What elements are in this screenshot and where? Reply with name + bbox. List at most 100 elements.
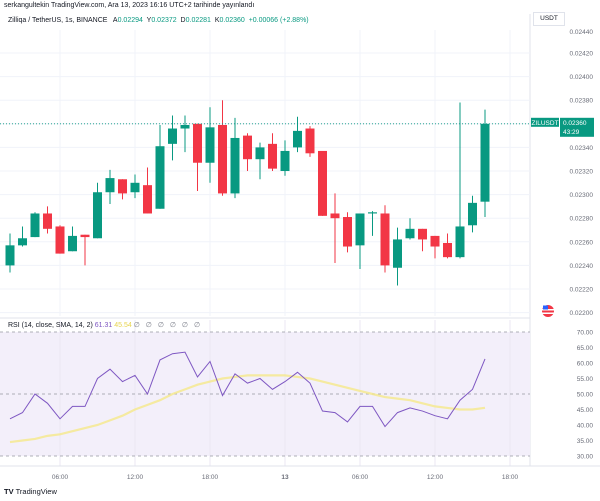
rsi-tick-label: 50.00 xyxy=(577,392,594,399)
flag-canton xyxy=(543,305,548,310)
candle xyxy=(180,115,190,153)
candle xyxy=(268,133,277,171)
candle xyxy=(5,233,15,273)
candle-body xyxy=(355,213,365,246)
candle xyxy=(55,225,65,254)
candle-body xyxy=(205,127,215,163)
candle-body xyxy=(230,137,240,194)
candle-body xyxy=(118,179,127,194)
currency-unit-button[interactable]: USDT xyxy=(533,12,565,26)
rsi-sma-value: 45.54 xyxy=(114,322,132,329)
candle xyxy=(368,211,377,236)
candle-body xyxy=(343,217,352,247)
candle-body xyxy=(5,245,15,266)
candle xyxy=(193,123,202,192)
price-tick-label: 0.02340 xyxy=(570,145,594,152)
rsi-title[interactable]: RSI (14, close, SMA, 14, 2) xyxy=(8,322,93,329)
candle-body xyxy=(68,235,77,252)
candle xyxy=(318,150,327,216)
candle-body xyxy=(193,123,202,163)
x-tick-label: 06:00 xyxy=(52,474,69,481)
candle xyxy=(430,235,440,259)
symbol-name[interactable]: Zilliqa / TetherUS, 1s, BINANCE xyxy=(8,17,108,24)
flag-stripe xyxy=(542,309,554,311)
high-value: 0.02372 xyxy=(151,17,177,24)
rsi-tick-label: 70.00 xyxy=(577,330,594,337)
current-price-label: 0.02360 xyxy=(563,120,587,127)
current-price-box xyxy=(560,117,594,137)
candle-body xyxy=(480,123,490,202)
published-note: serkangultekin TradingView.com, Ara 13, … xyxy=(4,2,255,9)
candle xyxy=(130,174,140,199)
x-tick-label: 06:00 xyxy=(352,474,369,481)
candle-body xyxy=(418,228,427,240)
candle-body xyxy=(380,213,390,266)
price-tick-label: 0.02220 xyxy=(570,287,594,294)
price-tick-label: 0.02380 xyxy=(570,98,594,105)
rsi-empty-values: ∅ ∅ ∅ ∅ ∅ ∅ xyxy=(133,322,203,329)
candle-body xyxy=(93,192,102,239)
candle-body xyxy=(80,234,90,238)
tv-logo-mark: TV xyxy=(4,487,14,496)
candle xyxy=(155,124,165,209)
candle-body xyxy=(130,182,140,193)
candle-body xyxy=(330,213,340,219)
x-tick-label: 12:00 xyxy=(427,474,444,481)
candle xyxy=(343,212,352,253)
rsi-tick-label: 35.00 xyxy=(577,438,594,445)
tradingview-logo: TV TradingView xyxy=(4,487,57,496)
candle-body xyxy=(105,178,115,193)
price-tick-label: 0.02200 xyxy=(570,310,594,317)
open-label: A xyxy=(112,17,118,24)
candle-body xyxy=(218,124,227,194)
candle-body xyxy=(393,239,402,268)
low-label: D xyxy=(180,17,186,24)
open-value: 0.02294 xyxy=(117,17,143,24)
candle-body xyxy=(243,135,252,160)
candle xyxy=(168,115,177,161)
price-tick-label: 0.02280 xyxy=(570,216,594,223)
rsi-tick-label: 30.00 xyxy=(577,454,594,461)
countdown-label: 43:29 xyxy=(563,129,580,136)
candle xyxy=(18,226,27,247)
symbol-label-box xyxy=(531,117,559,127)
low-value: 0.02281 xyxy=(185,17,211,24)
candle xyxy=(293,116,302,153)
price-pane xyxy=(0,14,530,316)
price-tick-label: 0.02240 xyxy=(570,263,594,270)
candle-body xyxy=(255,147,265,160)
candle xyxy=(330,193,340,264)
candle xyxy=(255,142,265,180)
rsi-tick-label: 45.00 xyxy=(577,407,594,414)
candle-body xyxy=(155,146,165,209)
rsi-legend: RSI (14, close, SMA, 14, 2) 61.31 45.54 … xyxy=(8,321,202,329)
candle xyxy=(418,228,427,252)
price-tick-label: 0.02440 xyxy=(570,29,594,36)
candle-body xyxy=(268,143,277,169)
candle xyxy=(355,213,365,269)
candle-body xyxy=(443,242,452,258)
price-tick-label: 0.02420 xyxy=(570,51,594,58)
candle-body xyxy=(293,130,302,148)
candle-body xyxy=(280,150,290,171)
candle-body xyxy=(405,228,415,239)
rsi-value: 61.31 xyxy=(94,322,113,329)
candle xyxy=(393,227,402,286)
price-tick-label: 0.02260 xyxy=(570,239,594,246)
brand-name: TradingView xyxy=(15,487,57,496)
candle-body xyxy=(455,226,465,258)
candle xyxy=(105,169,115,205)
candle xyxy=(80,234,90,266)
candle xyxy=(143,167,152,214)
close-label: K xyxy=(214,17,220,24)
candle xyxy=(205,107,215,183)
rsi-tick-label: 55.00 xyxy=(577,376,594,383)
candle-body xyxy=(30,213,40,238)
candle-body xyxy=(43,213,52,229)
candle-body xyxy=(468,202,477,226)
candle xyxy=(243,133,252,171)
rsi-tick-label: 40.00 xyxy=(577,423,594,430)
symbol-legend: Zilliqa / TetherUS, 1s, BINANCE A0.02294… xyxy=(8,17,309,24)
flag-stripe xyxy=(542,312,554,314)
